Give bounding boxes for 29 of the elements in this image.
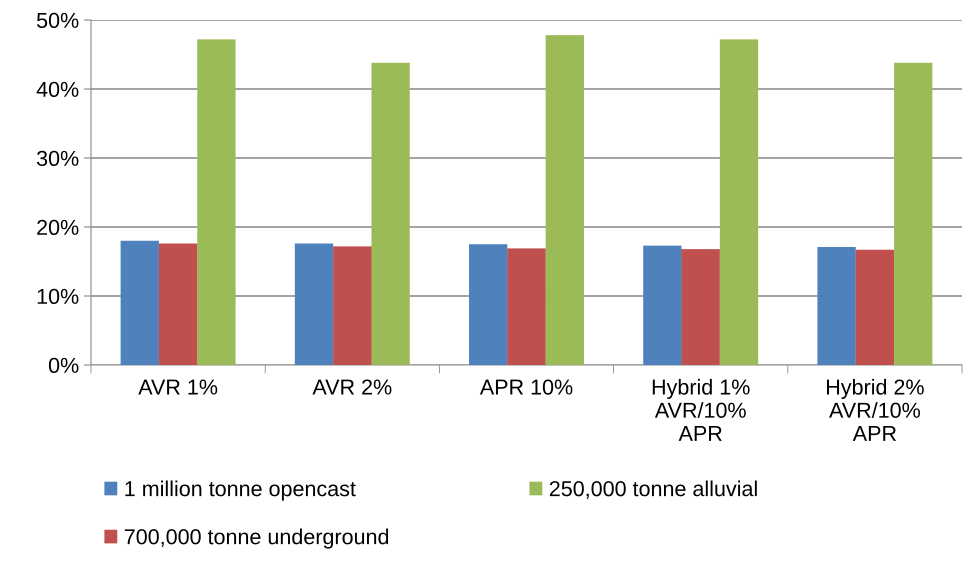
y-tick-label: 20% bbox=[37, 220, 78, 236]
bar bbox=[682, 249, 720, 365]
y-tick-label: 10% bbox=[38, 288, 78, 304]
x-tick-label: Hybrid 1% AVR/10% APR bbox=[652, 378, 750, 441]
y-tick-label: 40% bbox=[36, 82, 78, 98]
legend-label: 700,000 tonne underground bbox=[124, 528, 388, 549]
bar bbox=[294, 244, 334, 365]
legend-label: 250,000 tonne alluvial bbox=[550, 480, 757, 499]
bar bbox=[643, 246, 682, 365]
bar bbox=[546, 35, 584, 365]
bar bbox=[371, 62, 410, 365]
bar bbox=[158, 244, 198, 365]
x-tick-label: APR 10% bbox=[480, 379, 572, 395]
y-tick-label: 50% bbox=[36, 12, 78, 28]
bar bbox=[333, 246, 372, 365]
bar bbox=[469, 244, 508, 365]
x-tick-label: AVR 2% bbox=[312, 379, 392, 395]
bar bbox=[720, 39, 758, 365]
bar bbox=[507, 248, 546, 365]
bar bbox=[856, 250, 894, 365]
x-tick-label: Hybrid 2% AVR/10% APR bbox=[827, 378, 924, 441]
bar bbox=[197, 39, 236, 365]
bar bbox=[894, 62, 932, 365]
bar bbox=[120, 240, 159, 365]
bar bbox=[817, 247, 856, 365]
y-tick-label: 0% bbox=[48, 358, 78, 374]
legend-label: 1 million tonne opencast bbox=[125, 480, 356, 501]
y-tick-label: 30% bbox=[36, 150, 78, 166]
x-tick-label: AVR 1% bbox=[138, 380, 218, 395]
